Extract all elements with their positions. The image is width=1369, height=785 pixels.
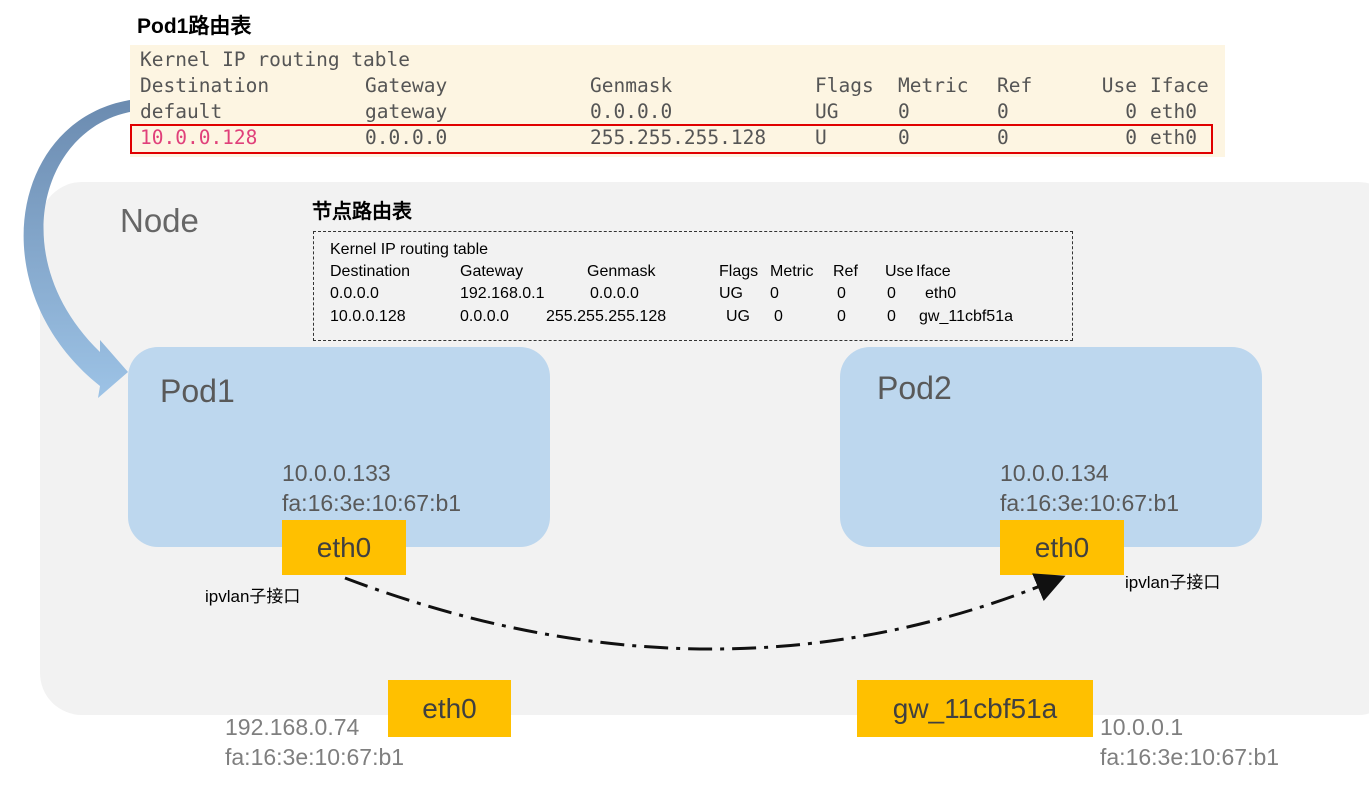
pod2-eth0: eth0 xyxy=(1000,520,1124,575)
table-row: 10.0.0.128 0.0.0.0 255.255.255.128 UG 0 0 0 gw_… xyxy=(314,308,1072,330)
pod2-ip: 10.0.0.134 xyxy=(1000,460,1109,486)
cell: gateway xyxy=(365,100,448,123)
pod1-routing-table-title: Pod1路由表 xyxy=(137,15,252,38)
cell: UG xyxy=(815,100,839,123)
cell: eth0 xyxy=(1150,100,1197,123)
header-cell: Metric xyxy=(898,74,969,97)
cell: 0 xyxy=(997,100,1009,123)
traffic-path xyxy=(344,573,1066,651)
node-routing-table: Kernel IP routing table Destination Gatew… xyxy=(313,231,1073,341)
pod1-mac: fa:16:3e:10:67:b1 xyxy=(282,490,462,516)
header-cell: Flags xyxy=(719,263,759,280)
cell: eth0 xyxy=(925,285,957,302)
node-eth0-ip: 192.168.0.74 xyxy=(225,714,360,740)
header-cell: Iface xyxy=(1150,74,1209,97)
pod2-name: Pod2 xyxy=(877,370,952,406)
header-cell: Destination xyxy=(140,74,270,97)
cell: gw_11cbf51a xyxy=(919,308,1013,325)
pod2-mac: fa:16:3e:10:67:b1 xyxy=(1000,490,1180,516)
node-gw-ip: 10.0.0.1 xyxy=(1100,714,1184,740)
node-gw-mac: fa:16:3e:10:67:b1 xyxy=(1100,744,1280,770)
cell: 255.255.255.128 xyxy=(590,126,767,149)
node-routing-table-title: 节点路由表 xyxy=(312,201,412,223)
cell: 0 xyxy=(887,285,896,302)
pod2-iface-note: ipvlan子接口 xyxy=(1125,573,1221,592)
route-arrow-icon xyxy=(23,100,130,398)
cell: 0.0.0.0 xyxy=(460,308,509,325)
table-header: Destination Gateway Genmask Flags Metric Ref U… xyxy=(130,74,1225,99)
cell: 10.0.0.128 xyxy=(140,126,258,149)
header-cell: Iface xyxy=(916,263,951,280)
cell: default xyxy=(140,100,223,123)
cell: U xyxy=(815,126,827,149)
header-cell: Flags xyxy=(815,74,874,97)
pod2-box xyxy=(840,347,1262,547)
cell: 0.0.0.0 xyxy=(365,126,448,149)
node-label: Node xyxy=(120,202,199,239)
cell: 0.0.0.0 xyxy=(330,285,379,302)
cell: 0.0.0.0 xyxy=(590,100,673,123)
pod1-iface-note: ipvlan子接口 xyxy=(205,587,301,606)
cell: 0 xyxy=(887,308,896,325)
node-eth0-mac: fa:16:3e:10:67:b1 xyxy=(225,744,405,770)
cell: 0 xyxy=(770,285,779,302)
table-row-highlighted: 10.0.0.128 0.0.0.0 255.255.255.128 U 0 0 0 eth0 xyxy=(130,126,1225,151)
cell: 0 xyxy=(1125,126,1137,149)
header-cell: Gateway xyxy=(365,74,448,97)
table-caption: Kernel IP routing table xyxy=(140,48,411,71)
header-cell: Ref xyxy=(833,263,858,280)
header-cell: Gateway xyxy=(460,263,524,280)
table-caption: Kernel IP routing table xyxy=(330,241,489,258)
pod1-box xyxy=(128,347,550,547)
pod1-name: Pod1 xyxy=(160,373,235,409)
cell: 192.168.0.1 xyxy=(460,285,545,302)
cell: 0 xyxy=(1125,100,1137,123)
header-cell: Genmask xyxy=(590,74,673,97)
pod1-ip: 10.0.0.133 xyxy=(282,460,391,486)
cell: eth0 xyxy=(1150,126,1197,149)
header-cell: Genmask xyxy=(587,263,656,280)
header-cell: Metric xyxy=(770,263,814,280)
node-eth0: eth0 xyxy=(388,680,511,737)
cell: 0 xyxy=(774,308,783,325)
header-cell: Use xyxy=(1101,74,1137,97)
cell: 10.0.0.128 xyxy=(330,308,406,325)
cell: 255.255.255.128 xyxy=(546,308,667,325)
cell: 0 xyxy=(898,126,910,149)
table-header: Destination Gateway Genmask Flags Metric Ref U… xyxy=(314,263,1072,285)
header-cell: Ref xyxy=(997,74,1033,97)
highlight-box xyxy=(130,124,1213,154)
pod1-routing-table: Kernel IP routing table Destination Gatew… xyxy=(130,45,1225,157)
cell: UG xyxy=(719,285,743,302)
cell: 0 xyxy=(837,308,846,325)
pod1-eth0: eth0 xyxy=(282,520,406,575)
cell: 0 xyxy=(997,126,1009,149)
cell: 0 xyxy=(837,285,846,302)
table-row: 0.0.0.0 192.168.0.1 0.0.0.0 UG 0 0 0 eth0 xyxy=(314,285,1072,307)
table-row: default gateway 0.0.0.0 UG 0 0 0 eth0 xyxy=(130,100,1225,125)
cell: UG xyxy=(726,308,750,325)
header-cell: Use xyxy=(885,263,914,280)
cell: 0.0.0.0 xyxy=(590,285,639,302)
header-cell: Destination xyxy=(330,263,411,280)
node-gw-interface: gw_11cbf51a xyxy=(857,680,1093,737)
cell: 0 xyxy=(898,100,910,123)
